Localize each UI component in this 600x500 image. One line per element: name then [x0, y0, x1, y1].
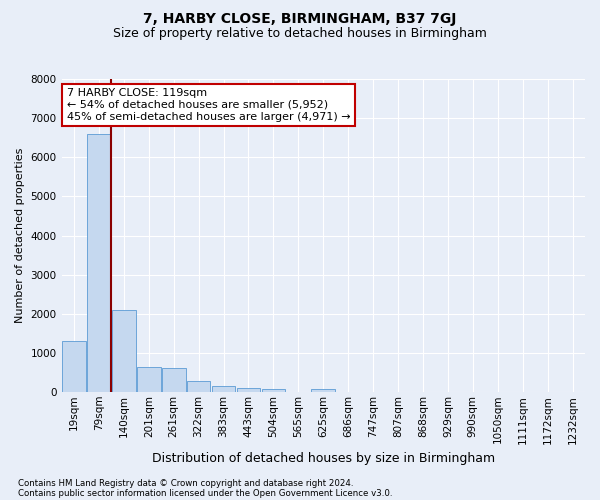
Bar [62, 342, 86, 392]
X-axis label: Distribution of detached houses by size in Birmingham: Distribution of detached houses by size … [152, 452, 495, 465]
Bar [187, 381, 211, 392]
Bar [311, 389, 335, 392]
Y-axis label: Number of detached properties: Number of detached properties [15, 148, 25, 324]
Bar [212, 386, 235, 392]
Bar [262, 389, 285, 392]
Text: 7, HARBY CLOSE, BIRMINGHAM, B37 7GJ: 7, HARBY CLOSE, BIRMINGHAM, B37 7GJ [143, 12, 457, 26]
Bar [162, 368, 185, 392]
Bar [112, 310, 136, 392]
Bar [87, 134, 111, 392]
Bar [236, 388, 260, 392]
Text: Contains public sector information licensed under the Open Government Licence v3: Contains public sector information licen… [18, 488, 392, 498]
Text: 7 HARBY CLOSE: 119sqm
← 54% of detached houses are smaller (5,952)
45% of semi-d: 7 HARBY CLOSE: 119sqm ← 54% of detached … [67, 88, 350, 122]
Text: Contains HM Land Registry data © Crown copyright and database right 2024.: Contains HM Land Registry data © Crown c… [18, 478, 353, 488]
Bar [137, 366, 161, 392]
Text: Size of property relative to detached houses in Birmingham: Size of property relative to detached ho… [113, 28, 487, 40]
